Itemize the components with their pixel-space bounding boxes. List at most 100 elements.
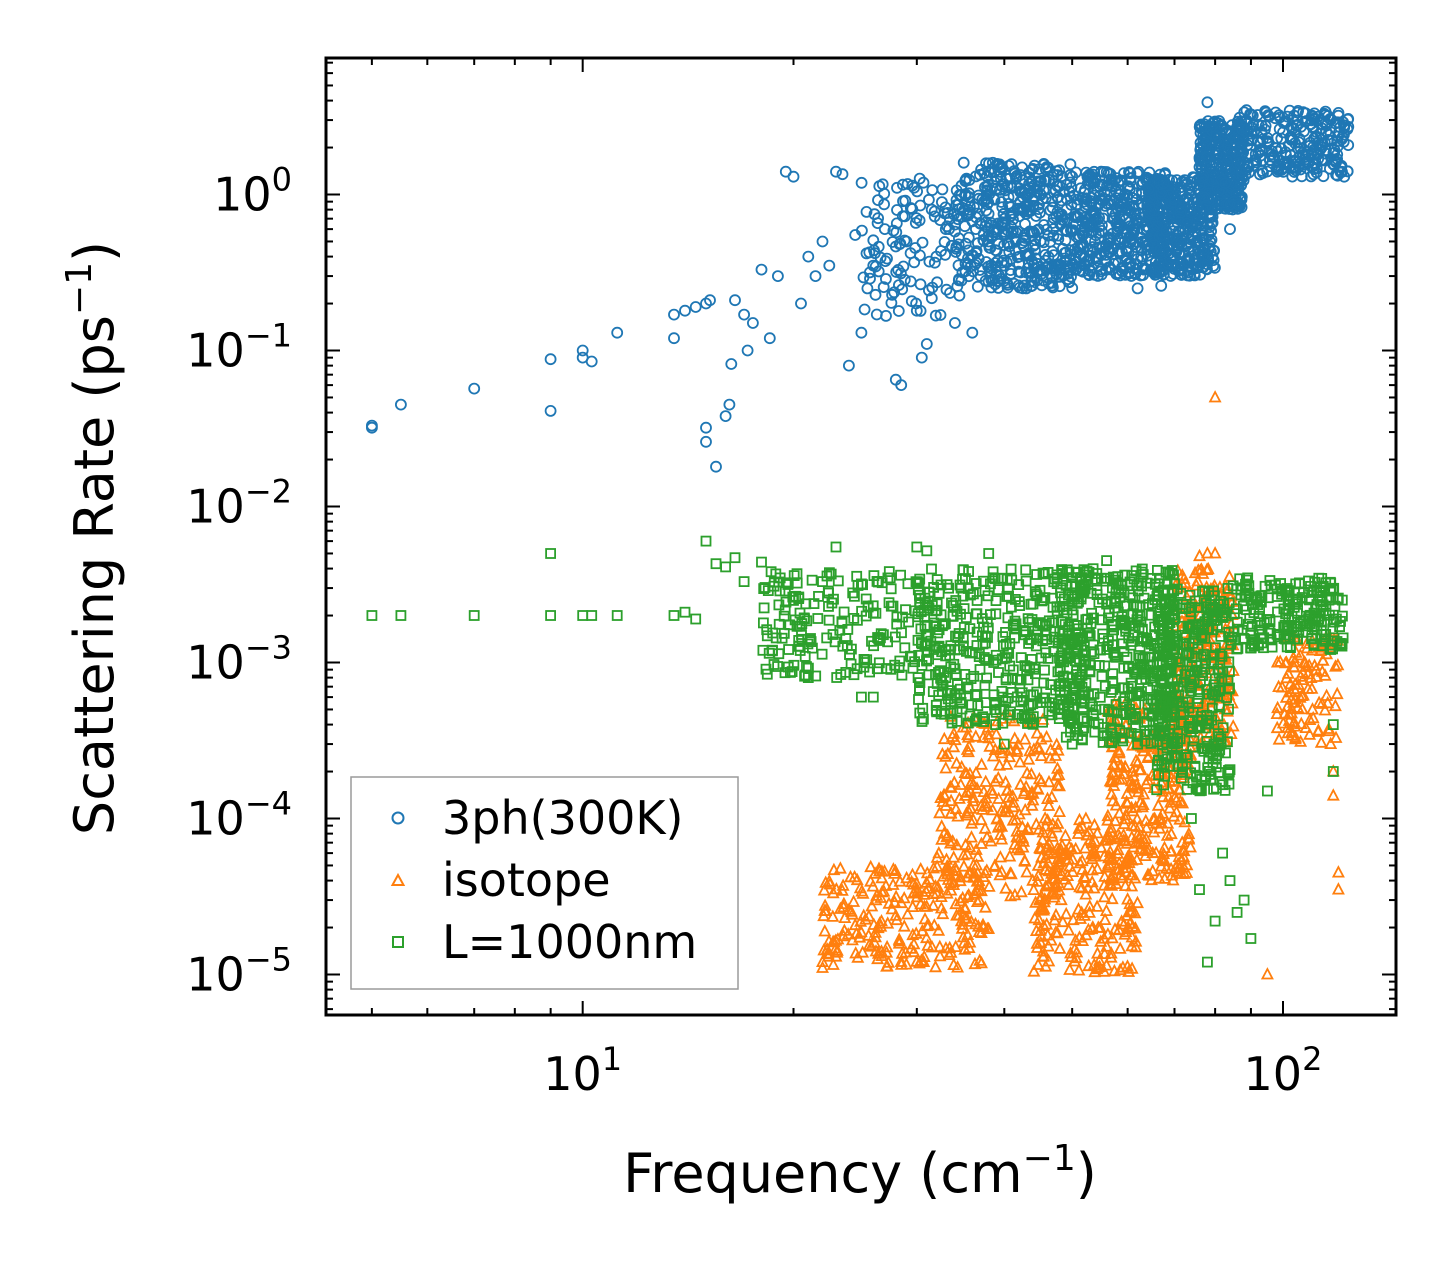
data-point [980, 653, 991, 665]
data-point [1073, 855, 1087, 869]
data-point [1145, 738, 1157, 749]
data-point [869, 925, 882, 938]
data-point [1271, 132, 1283, 145]
data-point [1031, 569, 1042, 580]
data-point [1156, 265, 1169, 277]
data-point [1181, 649, 1192, 661]
data-point [999, 881, 1013, 894]
data-point [935, 819, 949, 832]
data-point [949, 644, 961, 656]
data-point [1194, 562, 1208, 575]
data-point [544, 404, 557, 417]
data-point [962, 231, 975, 244]
data-point [886, 288, 898, 301]
data-point [1011, 251, 1024, 264]
data-point [965, 589, 976, 601]
data-point [1110, 172, 1123, 185]
data-point [1063, 962, 1077, 975]
data-point [1242, 572, 1254, 584]
data-point [1182, 255, 1194, 268]
data-point [956, 201, 968, 214]
data-point [395, 610, 407, 621]
data-point [1287, 133, 1299, 146]
data-point [1153, 755, 1165, 767]
data-point [1105, 180, 1118, 193]
data-point [1217, 847, 1228, 859]
data-point [989, 726, 1003, 740]
data-point [1017, 694, 1029, 706]
data-point [1251, 109, 1264, 121]
data-point [1216, 197, 1229, 209]
data-point [1255, 125, 1268, 138]
data-point [1241, 578, 1252, 590]
data-point [1147, 229, 1159, 242]
data-point [394, 398, 407, 411]
data-point [962, 583, 974, 594]
data-point [1254, 617, 1266, 629]
data-point [1103, 174, 1116, 187]
data-point [830, 541, 842, 553]
data-point [1099, 903, 1113, 916]
data-point [1007, 795, 1020, 808]
data-point [1102, 231, 1115, 244]
data-point [1309, 669, 1323, 682]
data-point [831, 932, 845, 945]
data-point [957, 848, 971, 861]
data-point [1151, 220, 1164, 233]
data-point [948, 868, 962, 881]
data-point [923, 255, 936, 268]
data-point [545, 548, 556, 559]
data-point [1130, 212, 1143, 225]
data-point [1207, 624, 1219, 635]
data-point [1329, 600, 1341, 612]
data-point [1096, 614, 1108, 626]
data-point [1090, 899, 1104, 912]
data-point [913, 577, 925, 589]
data-point [720, 561, 731, 573]
data-point [586, 610, 598, 621]
data-point [995, 803, 1009, 816]
data-point [1032, 203, 1045, 216]
data-point [892, 933, 906, 947]
data-point [1178, 709, 1189, 720]
data-point [913, 694, 924, 705]
data-point [868, 208, 881, 221]
data-point [1147, 237, 1159, 249]
data-point [962, 739, 976, 752]
data-point [1148, 811, 1162, 824]
data-point [1161, 781, 1175, 795]
data-point [747, 317, 759, 329]
data-point [1065, 710, 1076, 721]
data-point [1070, 166, 1082, 179]
data-point [920, 597, 931, 609]
data-point [1031, 957, 1045, 970]
data-point [1291, 114, 1304, 127]
data-point [1051, 743, 1065, 756]
data-point [914, 683, 925, 694]
data-point [1085, 208, 1097, 221]
data-point [961, 927, 975, 940]
data-point [855, 326, 868, 339]
data-point [1024, 767, 1038, 780]
data-point [1207, 688, 1219, 700]
data-point [816, 960, 829, 973]
data-point [921, 545, 933, 557]
data-point [938, 618, 950, 630]
data-point [1216, 673, 1228, 685]
data-point [1210, 130, 1222, 143]
data-point [1189, 760, 1201, 772]
data-point [1201, 561, 1215, 575]
data-point [1118, 696, 1129, 707]
data-point [1012, 279, 1025, 292]
data-point [1206, 612, 1218, 623]
data-point [668, 308, 680, 321]
data-point [755, 263, 768, 276]
data-point [896, 669, 908, 681]
data-point [890, 266, 903, 278]
data-point [1014, 777, 1027, 790]
data-point [971, 595, 983, 606]
data-point [1330, 686, 1344, 700]
data-point [1182, 830, 1196, 844]
data-point [927, 861, 941, 874]
data-point [1200, 121, 1212, 133]
